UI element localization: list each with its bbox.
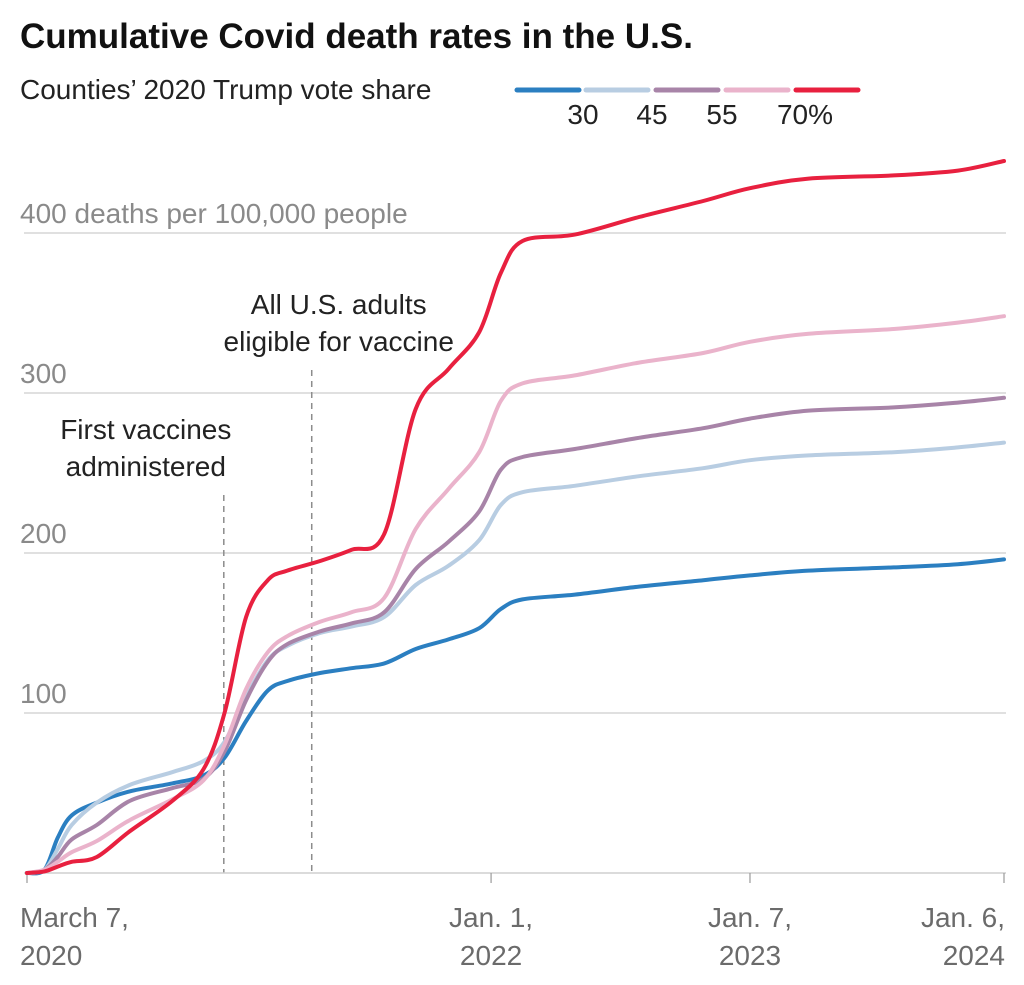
x-axis-ticks: March 7, 2020 Jan. 1, 2022 Jan. 7, 2023 Jan. 6… [20,873,1005,971]
x-tick-label: Jan. 7, [708,902,792,933]
chart-title: Cumulative Covid death rates in the U.S. [20,17,693,56]
x-tick-label: March 7, [20,902,129,933]
x-tick-label: 2022 [460,940,522,971]
annotation-text: First vaccines [60,414,231,445]
series-lines [25,159,1006,876]
x-tick-label: Jan. 1, [449,902,533,933]
gridlines [24,232,1006,714]
legend-label: 30 [567,99,598,130]
y-axis-labels: 100 200 300 400 deaths per 100,000 people [20,198,408,709]
legend: 30 45 55 70% [514,87,861,130]
legend-label: 70% [777,99,833,130]
y-tick-label: 400 deaths per 100,000 people [20,198,408,229]
x-tick-label: 2024 [943,940,1005,971]
annotation-lines [223,370,313,873]
x-tick-label: 2020 [20,940,82,971]
y-tick-label: 200 [20,518,67,549]
x-tick-label: 2023 [719,940,781,971]
series-line-2 [25,440,1006,875]
series-line-1 [25,557,1006,876]
chart-subtitle: Counties’ 2020 Trump vote share [20,74,431,105]
x-tick-label: Jan. 6, [921,902,1005,933]
legend-label: 55 [706,99,737,130]
annotation-text: All U.S. adults [251,289,427,320]
y-tick-label: 100 [20,678,67,709]
legend-label: 45 [636,99,667,130]
y-tick-label: 300 [20,358,67,389]
series-line-5 [25,159,1006,875]
annotation-text: administered [66,451,226,482]
annotation-text: eligible for vaccine [224,326,454,357]
series-line-3 [25,395,1006,875]
series-line-4 [25,314,1006,875]
annotations: First vaccines administered All U.S. adult… [60,289,454,482]
